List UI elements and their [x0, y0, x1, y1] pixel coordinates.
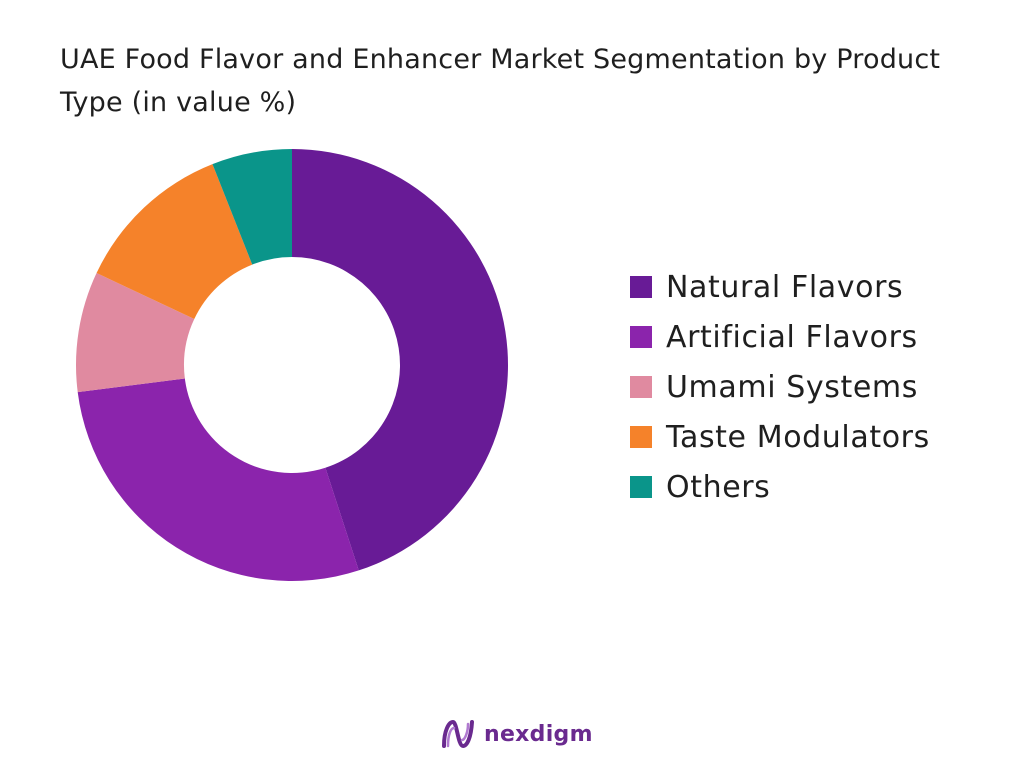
legend-item-others: Others	[630, 462, 930, 512]
donut-slice-natural-flavors	[292, 149, 509, 571]
donut-slice-taste-modulators	[96, 164, 253, 320]
brand-logo: nexdigm	[440, 716, 593, 752]
legend-swatch	[630, 476, 652, 498]
legend-swatch	[630, 376, 652, 398]
legend-label: Natural Flavors	[666, 269, 904, 305]
chart-title: UAE Food Flavor and Enhancer Market Segm…	[60, 44, 941, 118]
legend-item-artificial-flavors: Artificial Flavors	[630, 312, 930, 362]
legend-label: Umami Systems	[666, 369, 918, 405]
legend-label: Others	[666, 469, 771, 505]
legend-swatch	[630, 276, 652, 298]
donut-slice-umami-systems	[75, 273, 195, 393]
legend-swatch	[630, 326, 652, 348]
donut-slice-others	[212, 149, 292, 265]
legend-item-taste-modulators: Taste Modulators	[630, 412, 930, 462]
legend-label: Taste Modulators	[666, 419, 930, 455]
donut-slice-artificial-flavors	[77, 378, 359, 582]
legend-swatch	[630, 426, 652, 448]
legend: Natural Flavors Artificial Flavors Umami S…	[630, 262, 930, 512]
legend-label: Artificial Flavors	[666, 319, 918, 355]
legend-item-natural-flavors: Natural Flavors	[630, 262, 930, 312]
nexdigm-logo-icon	[442, 719, 474, 749]
legend-item-umami-systems: Umami Systems	[630, 362, 930, 412]
brand-name: nexdigm	[484, 721, 593, 747]
